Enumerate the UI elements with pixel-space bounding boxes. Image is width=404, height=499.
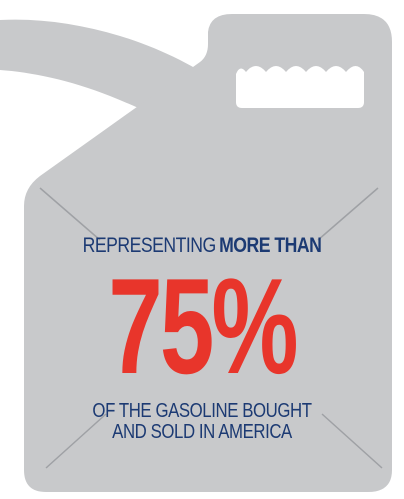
cross-line-top-left [39, 187, 101, 241]
caption-line-2: AND SOLD IN AMERICA [112, 421, 292, 443]
caption-line-1: OF THE GASOLINE BOUGHT [92, 400, 312, 422]
cross-line-bottom-right [321, 413, 383, 469]
headline: REPRESENTING MORE THAN [32, 234, 371, 258]
can-handle-opening [236, 66, 364, 108]
headline-emphasis: MORE THAN [219, 234, 322, 257]
caption: OF THE GASOLINE BOUGHT AND SOLD IN AMERI… [32, 401, 371, 443]
headline-lead: REPRESENTING [82, 234, 217, 257]
cross-line-top-right [317, 187, 379, 241]
can-body [24, 14, 392, 492]
stat-value: 75% [108, 250, 298, 402]
cross-line-bottom-left [45, 413, 107, 469]
